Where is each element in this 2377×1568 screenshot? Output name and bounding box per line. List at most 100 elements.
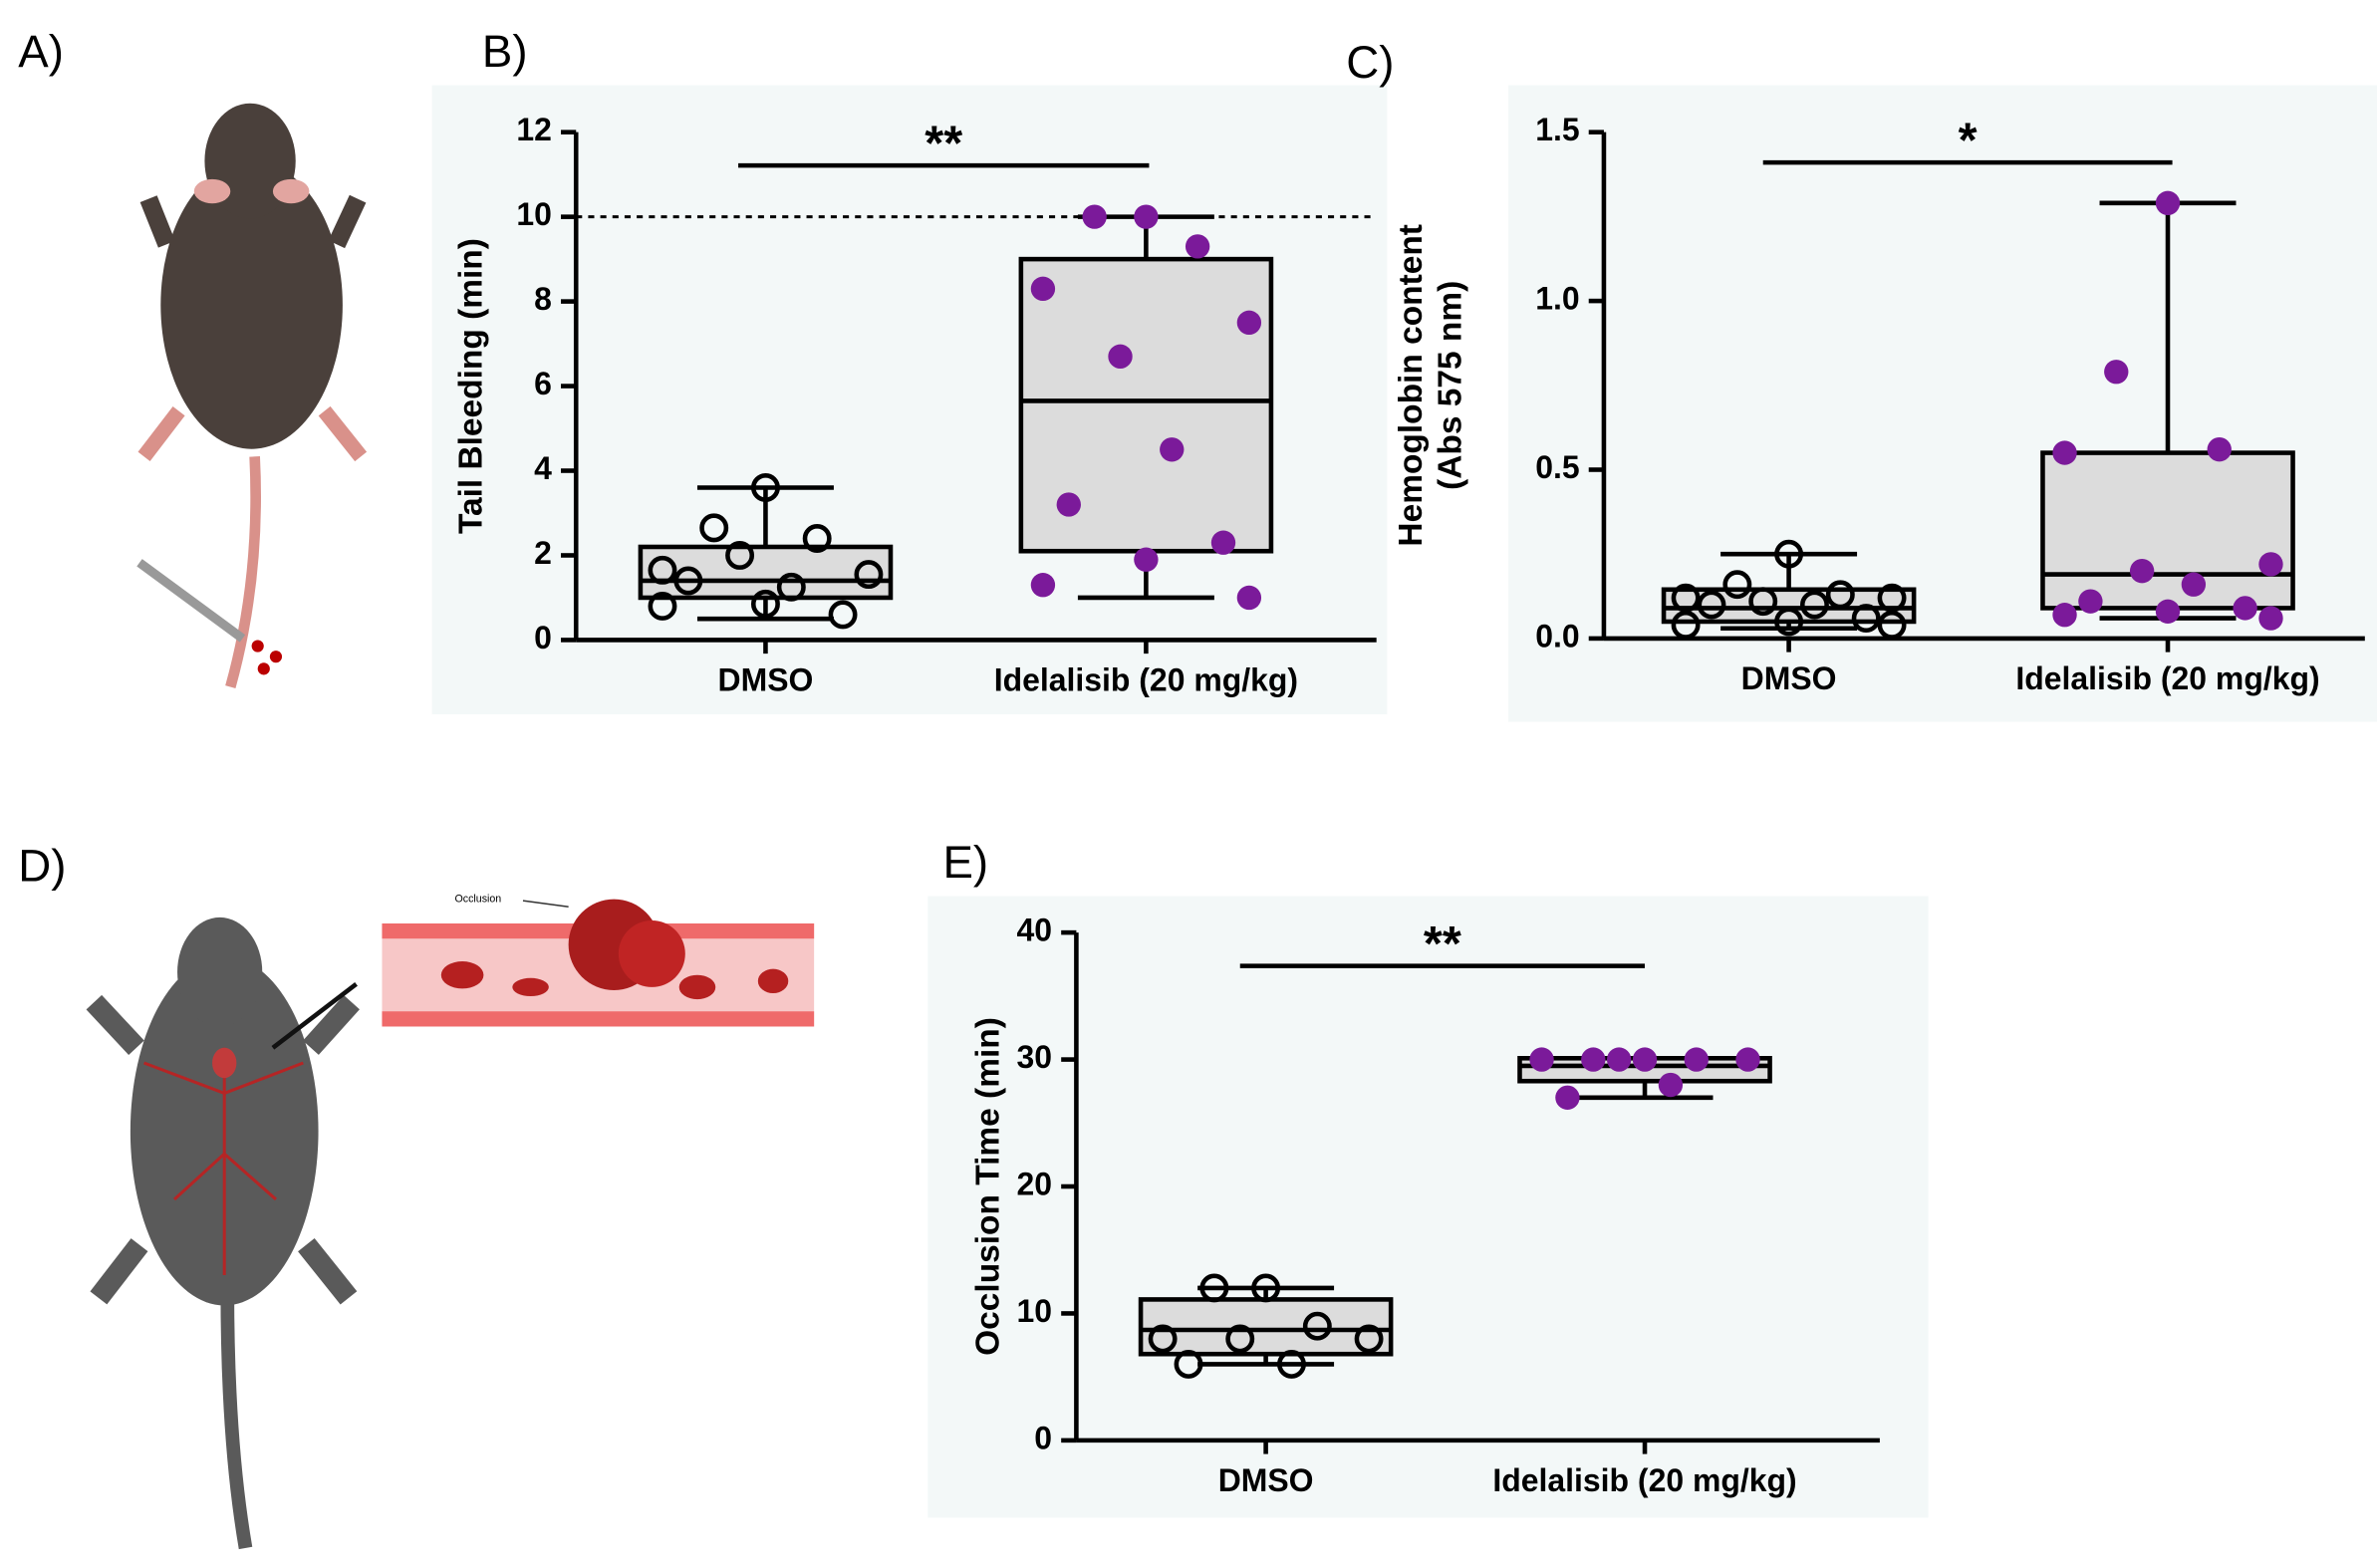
x-tick-label: Idelalisib (20 mg/kg) (1492, 1462, 1796, 1498)
data-point (1825, 580, 1855, 610)
data-point (1877, 610, 1907, 640)
y-tick-label: 1.0 (1535, 281, 1579, 317)
y-tick-label: 6 (534, 366, 552, 401)
data-point (1160, 437, 1185, 462)
data-point (648, 555, 677, 585)
box (1138, 1297, 1394, 1357)
data-point (1236, 310, 1262, 336)
data-point (2155, 190, 2181, 216)
data-point (1555, 1085, 1580, 1110)
box (2040, 450, 2295, 611)
y-tick-label: 1.5 (1535, 112, 1579, 147)
y-axis-label: Tail Bleeding (min) (453, 238, 490, 534)
data-point (776, 572, 806, 602)
y-tick-label: 8 (534, 281, 552, 317)
data-point (1877, 583, 1907, 613)
y-tick-label: 12 (516, 112, 552, 147)
data-point (1354, 1324, 1384, 1354)
panel-label: B) (482, 26, 528, 77)
data-point (1236, 585, 1262, 611)
x-tick-label: Idelalisib (20 mg/kg) (994, 661, 1298, 697)
y-axis-label: (Abs 575 nm) (1433, 281, 1469, 490)
panel-background (1508, 85, 2377, 722)
x-tick-label: DMSO (718, 661, 814, 697)
data-point (1056, 492, 1081, 517)
data-point (1735, 1047, 1760, 1072)
data-point (1108, 344, 1133, 369)
data-point (2052, 440, 2077, 465)
y-axis-label: Hemoglobin content (1393, 224, 1430, 547)
data-point (1082, 204, 1107, 229)
y-tick-label: 30 (1017, 1039, 1053, 1075)
y-tick-label: 10 (516, 196, 552, 232)
y-tick-label: 0 (1034, 1420, 1052, 1455)
data-point (750, 589, 780, 619)
data-point (802, 524, 832, 553)
data-point (2078, 589, 2103, 614)
data-point (2207, 437, 2232, 462)
data-point (2104, 360, 2129, 385)
y-tick-label: 10 (1017, 1293, 1053, 1329)
data-point (1748, 587, 1778, 617)
data-point (1251, 1273, 1281, 1303)
data-point (699, 513, 729, 543)
data-point (2052, 603, 2077, 628)
significance-label: * (1959, 115, 1978, 168)
data-point (2258, 606, 2283, 631)
data-point (2181, 572, 2207, 597)
data-point (2155, 599, 2181, 624)
data-point (1225, 1324, 1255, 1354)
data-point (1799, 590, 1829, 620)
data-point (2129, 558, 2155, 584)
data-point (854, 560, 884, 590)
y-tick-label: 0.0 (1535, 618, 1579, 653)
data-point (725, 541, 755, 570)
data-point (1851, 604, 1881, 634)
data-point (1030, 276, 1056, 302)
y-tick-label: 0.5 (1535, 449, 1579, 485)
data-point (1774, 607, 1804, 637)
data-point (828, 600, 858, 630)
significance-label: ** (924, 118, 962, 171)
panel-label: E) (942, 837, 988, 888)
data-point (750, 473, 780, 502)
panel-background (927, 896, 1929, 1518)
data-point (1174, 1349, 1203, 1379)
panel-label: D) (18, 840, 66, 891)
data-point (1277, 1349, 1306, 1379)
data-point (1030, 573, 1056, 598)
data-point (1134, 547, 1159, 572)
panel-label: A) (18, 26, 64, 77)
data-point (1210, 530, 1236, 555)
data-point (1185, 234, 1210, 259)
data-point (1632, 1047, 1658, 1072)
data-point (1302, 1311, 1332, 1341)
mouse-illustration: Occlusion (86, 893, 815, 1550)
data-point (1774, 539, 1804, 569)
data-point (1581, 1047, 1606, 1072)
data-point (1697, 590, 1726, 620)
x-tick-label: DMSO (1218, 1462, 1314, 1498)
x-tick-label: DMSO (1741, 660, 1837, 696)
data-point (1199, 1273, 1229, 1303)
mouse-illustration (136, 103, 368, 689)
data-point (1658, 1072, 1684, 1098)
data-point (648, 591, 677, 621)
data-point (1722, 570, 1752, 600)
data-point (2258, 552, 2283, 577)
illustration-label: Occlusion (455, 893, 502, 905)
y-tick-label: 2 (534, 535, 552, 571)
data-point (1606, 1047, 1632, 1072)
data-point (2233, 596, 2257, 621)
data-point (1671, 610, 1701, 640)
y-tick-label: 40 (1017, 913, 1053, 948)
data-point (1671, 583, 1701, 613)
panel-label: C) (1346, 37, 1394, 88)
significance-label: ** (1424, 917, 1461, 971)
y-tick-label: 0 (534, 620, 552, 655)
y-tick-label: 20 (1017, 1166, 1053, 1201)
x-tick-label: Idelalisib (20 mg/kg) (2015, 660, 2319, 696)
data-point (1684, 1047, 1709, 1072)
data-point (1529, 1047, 1554, 1072)
